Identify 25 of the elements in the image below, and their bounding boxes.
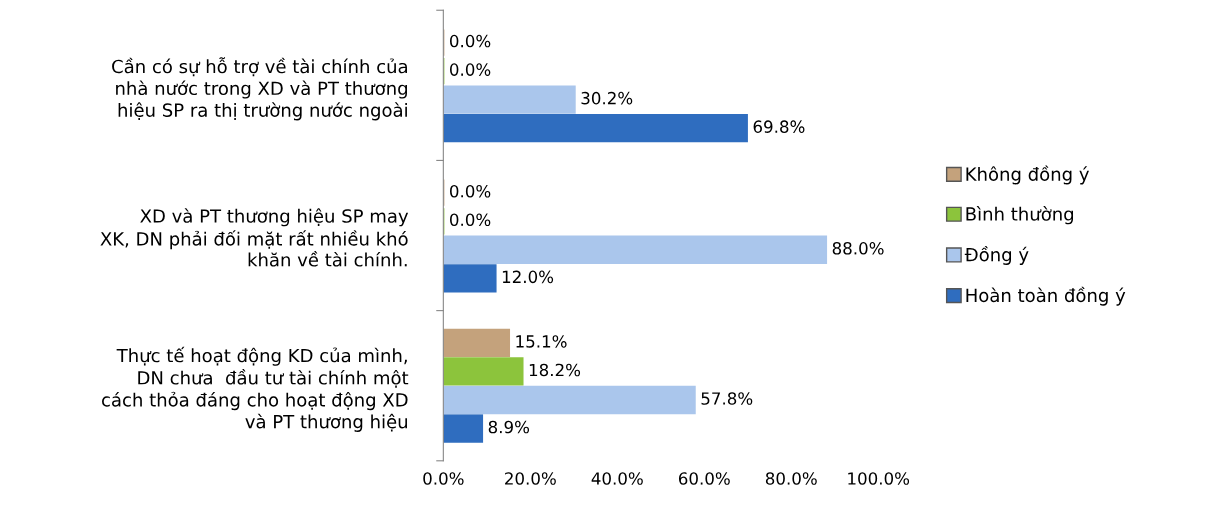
- data-label: 69.8%: [753, 120, 805, 133]
- x-tick-label: 80.0%: [765, 472, 817, 485]
- legend-label: Đồng ý: [964, 245, 1029, 265]
- data-label: 18.2%: [529, 363, 581, 377]
- y-tick-label: XD và PT thương hiệu SP may XK, DN phải đối mặt rất nhiều khó khăn về tài chính.: [100, 208, 409, 267]
- data-label: 0.0%: [449, 213, 491, 227]
- data-label: 0.0%: [449, 34, 491, 48]
- x-tick-label: 100.0%: [848, 472, 910, 485]
- x-tick-label: 0.0%: [423, 472, 464, 485]
- legend-label: Hoàn toàn đồng ý: [966, 286, 1126, 306]
- legend-label: Bình thường: [966, 206, 1074, 225]
- data-label: 8.9%: [488, 420, 530, 434]
- data-label: 12.0%: [502, 270, 554, 284]
- data-label: 30.2%: [581, 91, 633, 105]
- y-tick-label: Thực tế hoạt động KD của mình, DN chưa đầu tư tài chính một cách thỏa đáng cho hoạt động XD và PT thương hiệu: [102, 346, 409, 432]
- x-tick-label: 60.0%: [678, 472, 730, 485]
- x-tick-label: 40.0%: [591, 472, 643, 485]
- data-label: 0.0%: [449, 184, 491, 198]
- data-label: 57.8%: [701, 392, 753, 405]
- y-tick-label: Cần có sự hỗ trợ về tài chính của nhà nước trong XD và PT thương hiệu SP ra thị trường nước ngoài: [112, 57, 407, 121]
- legend-label: Không đồng ý: [966, 165, 1089, 185]
- x-tick-label: 20.0%: [505, 472, 556, 485]
- data-label: 88.0%: [832, 242, 884, 255]
- data-label: 0.0%: [449, 63, 491, 76]
- data-label: 15.1%: [516, 335, 567, 348]
